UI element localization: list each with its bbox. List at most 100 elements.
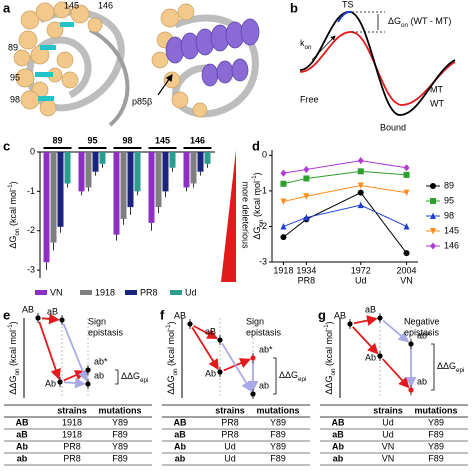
marker xyxy=(357,189,364,196)
point-label: Ab xyxy=(45,378,56,388)
x-tick-label: 1972 xyxy=(351,265,371,275)
epistasis-text: epistasis xyxy=(246,327,282,337)
point xyxy=(59,317,65,323)
bar xyxy=(148,152,155,223)
y-axis-title-part: ) xyxy=(166,321,176,324)
point-label: Ab xyxy=(365,352,376,362)
point-label: ab xyxy=(417,376,427,386)
dg-label-part: (WT - MT) xyxy=(408,16,451,26)
path-arrow xyxy=(353,315,378,326)
kon-label-part: k xyxy=(300,38,305,48)
legend-label: 95 xyxy=(444,195,454,205)
marker xyxy=(303,175,310,182)
marker xyxy=(280,234,287,241)
protein-left xyxy=(13,1,130,127)
table-header: mutations xyxy=(98,405,141,415)
marker xyxy=(430,198,436,204)
y-axis-title-part: -1 xyxy=(7,324,14,330)
y-axis-title-part: on xyxy=(14,368,21,376)
bar xyxy=(92,152,99,172)
bar xyxy=(134,152,141,192)
y-axis-title-part: (kcal mol xyxy=(8,330,18,369)
bar xyxy=(169,152,176,168)
epistasis-text: epistasis xyxy=(88,327,124,337)
y-axis-title-part: on xyxy=(258,219,265,227)
ddg-label-part: ΔΔG xyxy=(121,371,140,381)
point-label: ab* xyxy=(94,356,108,366)
table-cell: AB xyxy=(332,417,345,427)
table-cell: Y89 xyxy=(270,441,286,451)
table-cell: Ab xyxy=(16,441,28,451)
y-axis-title-part: ) xyxy=(252,172,262,175)
marker xyxy=(430,242,436,250)
y-axis-title: ΔGon (kcal mol-1) xyxy=(251,172,265,239)
y-tick-label: 0 xyxy=(30,146,35,156)
point xyxy=(250,355,256,361)
y-axis-title-part: ΔG xyxy=(8,236,18,249)
legend-label: PR8 xyxy=(140,287,158,297)
path-arrow xyxy=(62,323,89,382)
legend-swatch xyxy=(170,290,182,295)
x-tick-label: 1934 xyxy=(296,265,316,275)
point xyxy=(347,321,353,327)
y-tick-label: -3 xyxy=(27,265,35,275)
legend-label: Ud xyxy=(185,287,197,297)
series-line xyxy=(283,185,407,203)
y-axis-title-part: -1 xyxy=(165,324,172,330)
table-cell: Y89 xyxy=(428,441,444,451)
x-tick-sublabel: Ud xyxy=(355,275,367,285)
bound-label: Bound xyxy=(380,122,406,132)
y-tick-label: -2 xyxy=(259,221,267,231)
table-cell: PR8 xyxy=(63,441,81,451)
table-cell: F89 xyxy=(428,453,444,463)
marker xyxy=(280,222,287,230)
series-line xyxy=(283,192,407,254)
table-cell: Ud xyxy=(382,417,394,427)
panel-label: c xyxy=(3,138,10,153)
y-axis-title-part: on xyxy=(330,368,337,376)
table-cell: aB xyxy=(16,429,28,439)
path-arrow xyxy=(38,321,61,380)
x-tick-sublabel: VN xyxy=(400,275,413,285)
point xyxy=(85,367,91,373)
epistasis-text: Sign xyxy=(246,316,264,326)
marker xyxy=(403,189,410,197)
table-cell: AB xyxy=(174,417,187,427)
bar xyxy=(183,152,190,188)
y-tick-label: -1 xyxy=(259,185,267,195)
marker xyxy=(430,212,436,219)
bar xyxy=(190,152,197,184)
bar xyxy=(127,152,134,208)
table-cell: PR8 xyxy=(221,417,239,427)
table-cell: F89 xyxy=(428,429,444,439)
y-axis-title-part: ΔΔG xyxy=(8,376,18,395)
table-cell: VN xyxy=(382,441,395,451)
table-header: strains xyxy=(373,405,403,415)
y-axis-title-part: ΔG xyxy=(252,227,262,240)
epistasis-text: epistasis xyxy=(404,327,440,337)
marker xyxy=(403,250,410,257)
residue-label: 145 xyxy=(64,0,79,10)
y-axis-title-part: ΔΔG xyxy=(166,376,176,395)
y-tick-label: -2 xyxy=(27,225,35,235)
table-header: mutations xyxy=(256,405,299,415)
x-tick-sublabel: PR8 xyxy=(298,275,316,285)
ddg-label: ΔΔGepi xyxy=(437,361,464,374)
panel-label: f xyxy=(160,307,165,322)
point-label: AB xyxy=(22,304,34,314)
category-label: 95 xyxy=(87,135,97,145)
y-axis-title-part: -1 xyxy=(7,184,14,190)
table-cell: ab xyxy=(17,453,28,463)
mt-label: MT xyxy=(430,84,443,94)
marker xyxy=(357,201,364,209)
y-axis-title-part: (kcal mol xyxy=(166,330,176,369)
table-cell: F89 xyxy=(270,453,286,463)
point-label: AB xyxy=(174,310,186,320)
residue-label: 146 xyxy=(98,0,113,10)
point xyxy=(377,315,383,321)
table-header: strains xyxy=(215,405,245,415)
series-line xyxy=(283,160,407,174)
path-arrow xyxy=(382,358,410,389)
wt-label: WT xyxy=(430,98,444,108)
y-axis-title: ΔΔGon (kcal mol-1) xyxy=(323,321,337,394)
